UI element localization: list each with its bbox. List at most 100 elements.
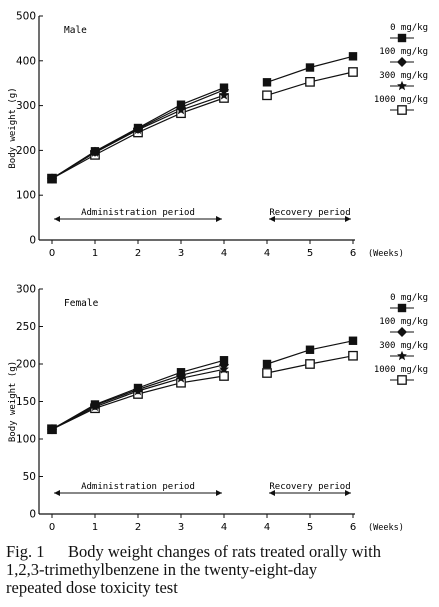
female-data-point (219, 371, 229, 381)
male-y-tick-label: 0 (29, 235, 36, 247)
male-x-tick-label: 6 (350, 248, 356, 259)
female-administration-arrow-head-left (54, 490, 60, 496)
male-legend-marker (397, 105, 407, 115)
female-y-tick-label: 200 (16, 359, 36, 371)
male-x-tick-label: 3 (178, 248, 184, 259)
male-panel-title: Male (64, 25, 87, 36)
male-data-point (348, 67, 358, 77)
female-data-point (219, 356, 229, 365)
female-data-point (348, 336, 358, 345)
male-data-point (305, 77, 315, 87)
male-x-tick-label: 2 (135, 248, 141, 259)
male-data-point (90, 147, 100, 156)
female-recovery-arrow-head-right (345, 490, 351, 496)
female-legend-label: 300 mg/kg (379, 341, 428, 351)
female-administration-arrow-head-right (216, 490, 222, 496)
female-data-point (305, 359, 315, 369)
female-y-tick-label: 300 (16, 284, 36, 296)
female-series-line-admin (51, 368, 225, 430)
male-y-tick-label: 100 (16, 190, 36, 202)
male-administration-label: Administration period (81, 208, 195, 218)
female-x-tick-label: 4 (264, 522, 270, 533)
female-y-tick-label: 100 (16, 434, 36, 446)
female-legend-marker (397, 327, 407, 337)
male-chart: 0 100 200 300 400 500 0 1 2 3 4 4 5 6 (Weeks) Body weig… (8, 11, 428, 260)
female-x-tick-label: 6 (350, 522, 356, 533)
male-data-point (305, 63, 315, 72)
caption-line-3: repeated dose toxicity test (6, 578, 178, 597)
male-series-0 (51, 55, 354, 180)
male-data-point (262, 90, 272, 101)
male-x-tick-label: 0 (49, 248, 55, 259)
female-x-tick-label: 3 (178, 522, 184, 533)
female-chart: 0 50 100 150 200 250 300 0 1 2 3 4 4 5 6 (Weeks) Body we… (8, 284, 428, 534)
female-recovery-label: Recovery period (269, 482, 350, 492)
female-x-tick-label: 2 (135, 522, 141, 533)
female-legend-label: 0 mg/kg (390, 293, 428, 303)
caption-line-1: Body weight changes of rats treated oral… (68, 542, 381, 561)
male-y-tick-label: 500 (16, 11, 36, 23)
figure-caption: Fig. 1 Body weight changes of rats treate… (6, 543, 434, 597)
female-y-tick-label: 50 (23, 471, 36, 483)
male-legend-label: 1000 mg/kg (374, 95, 428, 105)
female-recovery-arrow-head-left (269, 490, 275, 496)
female-series-2 (51, 368, 225, 430)
male-legend-marker (397, 57, 407, 67)
female-legend-label: 1000 mg/kg (374, 365, 428, 375)
male-data-point (262, 78, 272, 87)
female-legend-label: 100 mg/kg (379, 317, 428, 327)
male-legend-marker (397, 80, 407, 91)
female-x-axis-label: (Weeks) (368, 523, 404, 533)
caption-label: Fig. 1 (6, 542, 45, 561)
male-recovery-arrow-head-right (345, 216, 351, 222)
female-x-tick-label: 4 (221, 522, 227, 533)
female-panel-title: Female (64, 298, 99, 309)
female-data-point (47, 425, 57, 434)
male-legend-marker (397, 33, 407, 43)
female-x-tick-label: 1 (92, 522, 98, 533)
male-legend-label: 100 mg/kg (379, 47, 428, 57)
caption-line-2: 1,2,3-trimethylbenzene in the twenty-eig… (6, 560, 318, 579)
female-y-axis-label: Body weight (g) (8, 361, 18, 442)
female-y-tick-label: 250 (16, 321, 36, 333)
male-x-axis-label: (Weeks) (368, 249, 404, 259)
male-data-point (133, 123, 143, 133)
male-data-point (176, 100, 186, 109)
female-y-tick-label: 150 (16, 396, 36, 408)
female-data-point (348, 350, 358, 361)
male-y-tick-label: 400 (16, 55, 36, 67)
male-administration-arrow-head-right (216, 216, 222, 222)
male-data-point (47, 174, 57, 183)
male-administration-arrow-head-left (54, 216, 60, 222)
male-data-point (348, 52, 358, 61)
male-x-tick-label: 4 (221, 248, 227, 259)
female-data-point (262, 359, 272, 369)
female-legend-marker (397, 303, 407, 313)
male-x-tick-label: 1 (92, 248, 98, 259)
female-data-point (305, 345, 315, 354)
male-legend-label: 300 mg/kg (379, 71, 428, 81)
male-x-tick-label: 5 (307, 248, 313, 259)
male-y-axis-label: Body weight (g) (8, 87, 18, 168)
male-series-line-admin (51, 97, 225, 180)
female-legend-marker (397, 375, 407, 385)
female-data-point (90, 400, 100, 409)
male-y-tick-label: 300 (16, 100, 36, 112)
female-data-point (176, 368, 186, 377)
female-series-0 (51, 340, 354, 430)
male-x-tick-label: 4 (264, 248, 270, 259)
male-recovery-label: Recovery period (269, 208, 350, 218)
male-recovery-arrow-head-left (269, 216, 275, 222)
male-series-3 (51, 71, 354, 180)
male-y-tick-label: 200 (16, 145, 36, 157)
female-x-tick-label: 0 (49, 522, 55, 533)
female-administration-label: Administration period (81, 482, 195, 492)
female-y-tick-label: 0 (29, 509, 36, 521)
male-data-point (219, 83, 229, 92)
female-data-point (133, 383, 143, 393)
male-legend-label: 0 mg/kg (390, 23, 428, 33)
female-legend-marker (397, 350, 407, 361)
female-x-tick-label: 5 (307, 522, 313, 533)
female-data-point (262, 368, 272, 378)
